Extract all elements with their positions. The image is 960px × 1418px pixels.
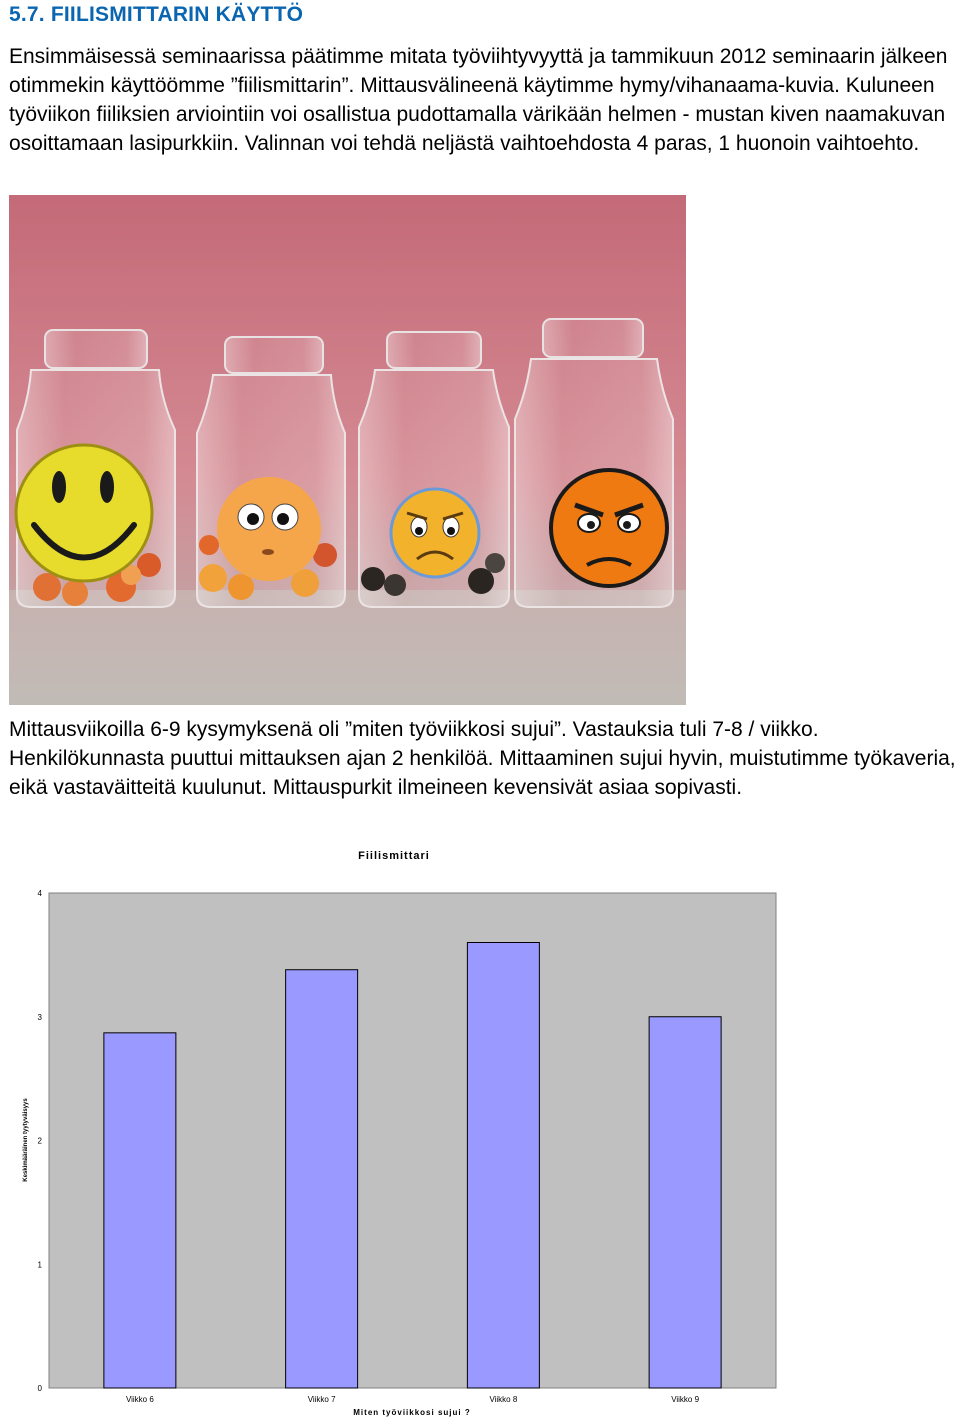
x-tick-label: Viikko 7	[308, 1395, 336, 1404]
fiilismittari-chart: Fiilismittari 0 1 2 3 4 Viikko 6 Viikko 7 Viik…	[23, 850, 777, 1417]
x-tick-label: Viikko 8	[489, 1395, 517, 1404]
jar-1	[14, 329, 176, 608]
y-tick-label: 3	[38, 1013, 43, 1022]
bar-viikko-9	[648, 1016, 722, 1389]
y-tick-label: 1	[38, 1260, 43, 1269]
smiley-face-icon	[14, 443, 154, 583]
y-axis-label: Keskimääräinen tyytyväisyys	[23, 1098, 29, 1182]
bar-viikko-6	[103, 1032, 177, 1389]
jar-3	[358, 331, 510, 608]
table-surface	[9, 590, 686, 705]
angry-face-icon	[549, 468, 669, 588]
x-tick-label: Viikko 6	[126, 1395, 154, 1404]
jars-photo	[9, 195, 686, 705]
y-tick-label: 2	[38, 1137, 43, 1146]
wide-eyed-face-icon	[217, 477, 321, 581]
results-paragraph: Mittausviikoilla 6-9 kysymyksenä oli ”mi…	[9, 718, 956, 799]
sad-face-icon	[389, 487, 481, 579]
jar-4	[514, 318, 674, 608]
y-tick-label: 4	[38, 889, 43, 898]
y-tick-label: 0	[38, 1384, 43, 1393]
intro-paragraph: Ensimmäisessä seminaarissa päätimme mita…	[9, 45, 948, 155]
chart-title: Fiilismittari	[358, 850, 430, 862]
section-heading: 5.7. FIILISMITTARIN KÄYTTÖ	[9, 3, 304, 26]
bar-viikko-8	[466, 942, 540, 1389]
x-tick-label: Viikko 9	[671, 1395, 699, 1404]
x-axis-label: Miten työviikkosi sujui ?	[353, 1408, 470, 1417]
jar-2	[196, 336, 346, 608]
bar-viikko-7	[285, 969, 359, 1389]
